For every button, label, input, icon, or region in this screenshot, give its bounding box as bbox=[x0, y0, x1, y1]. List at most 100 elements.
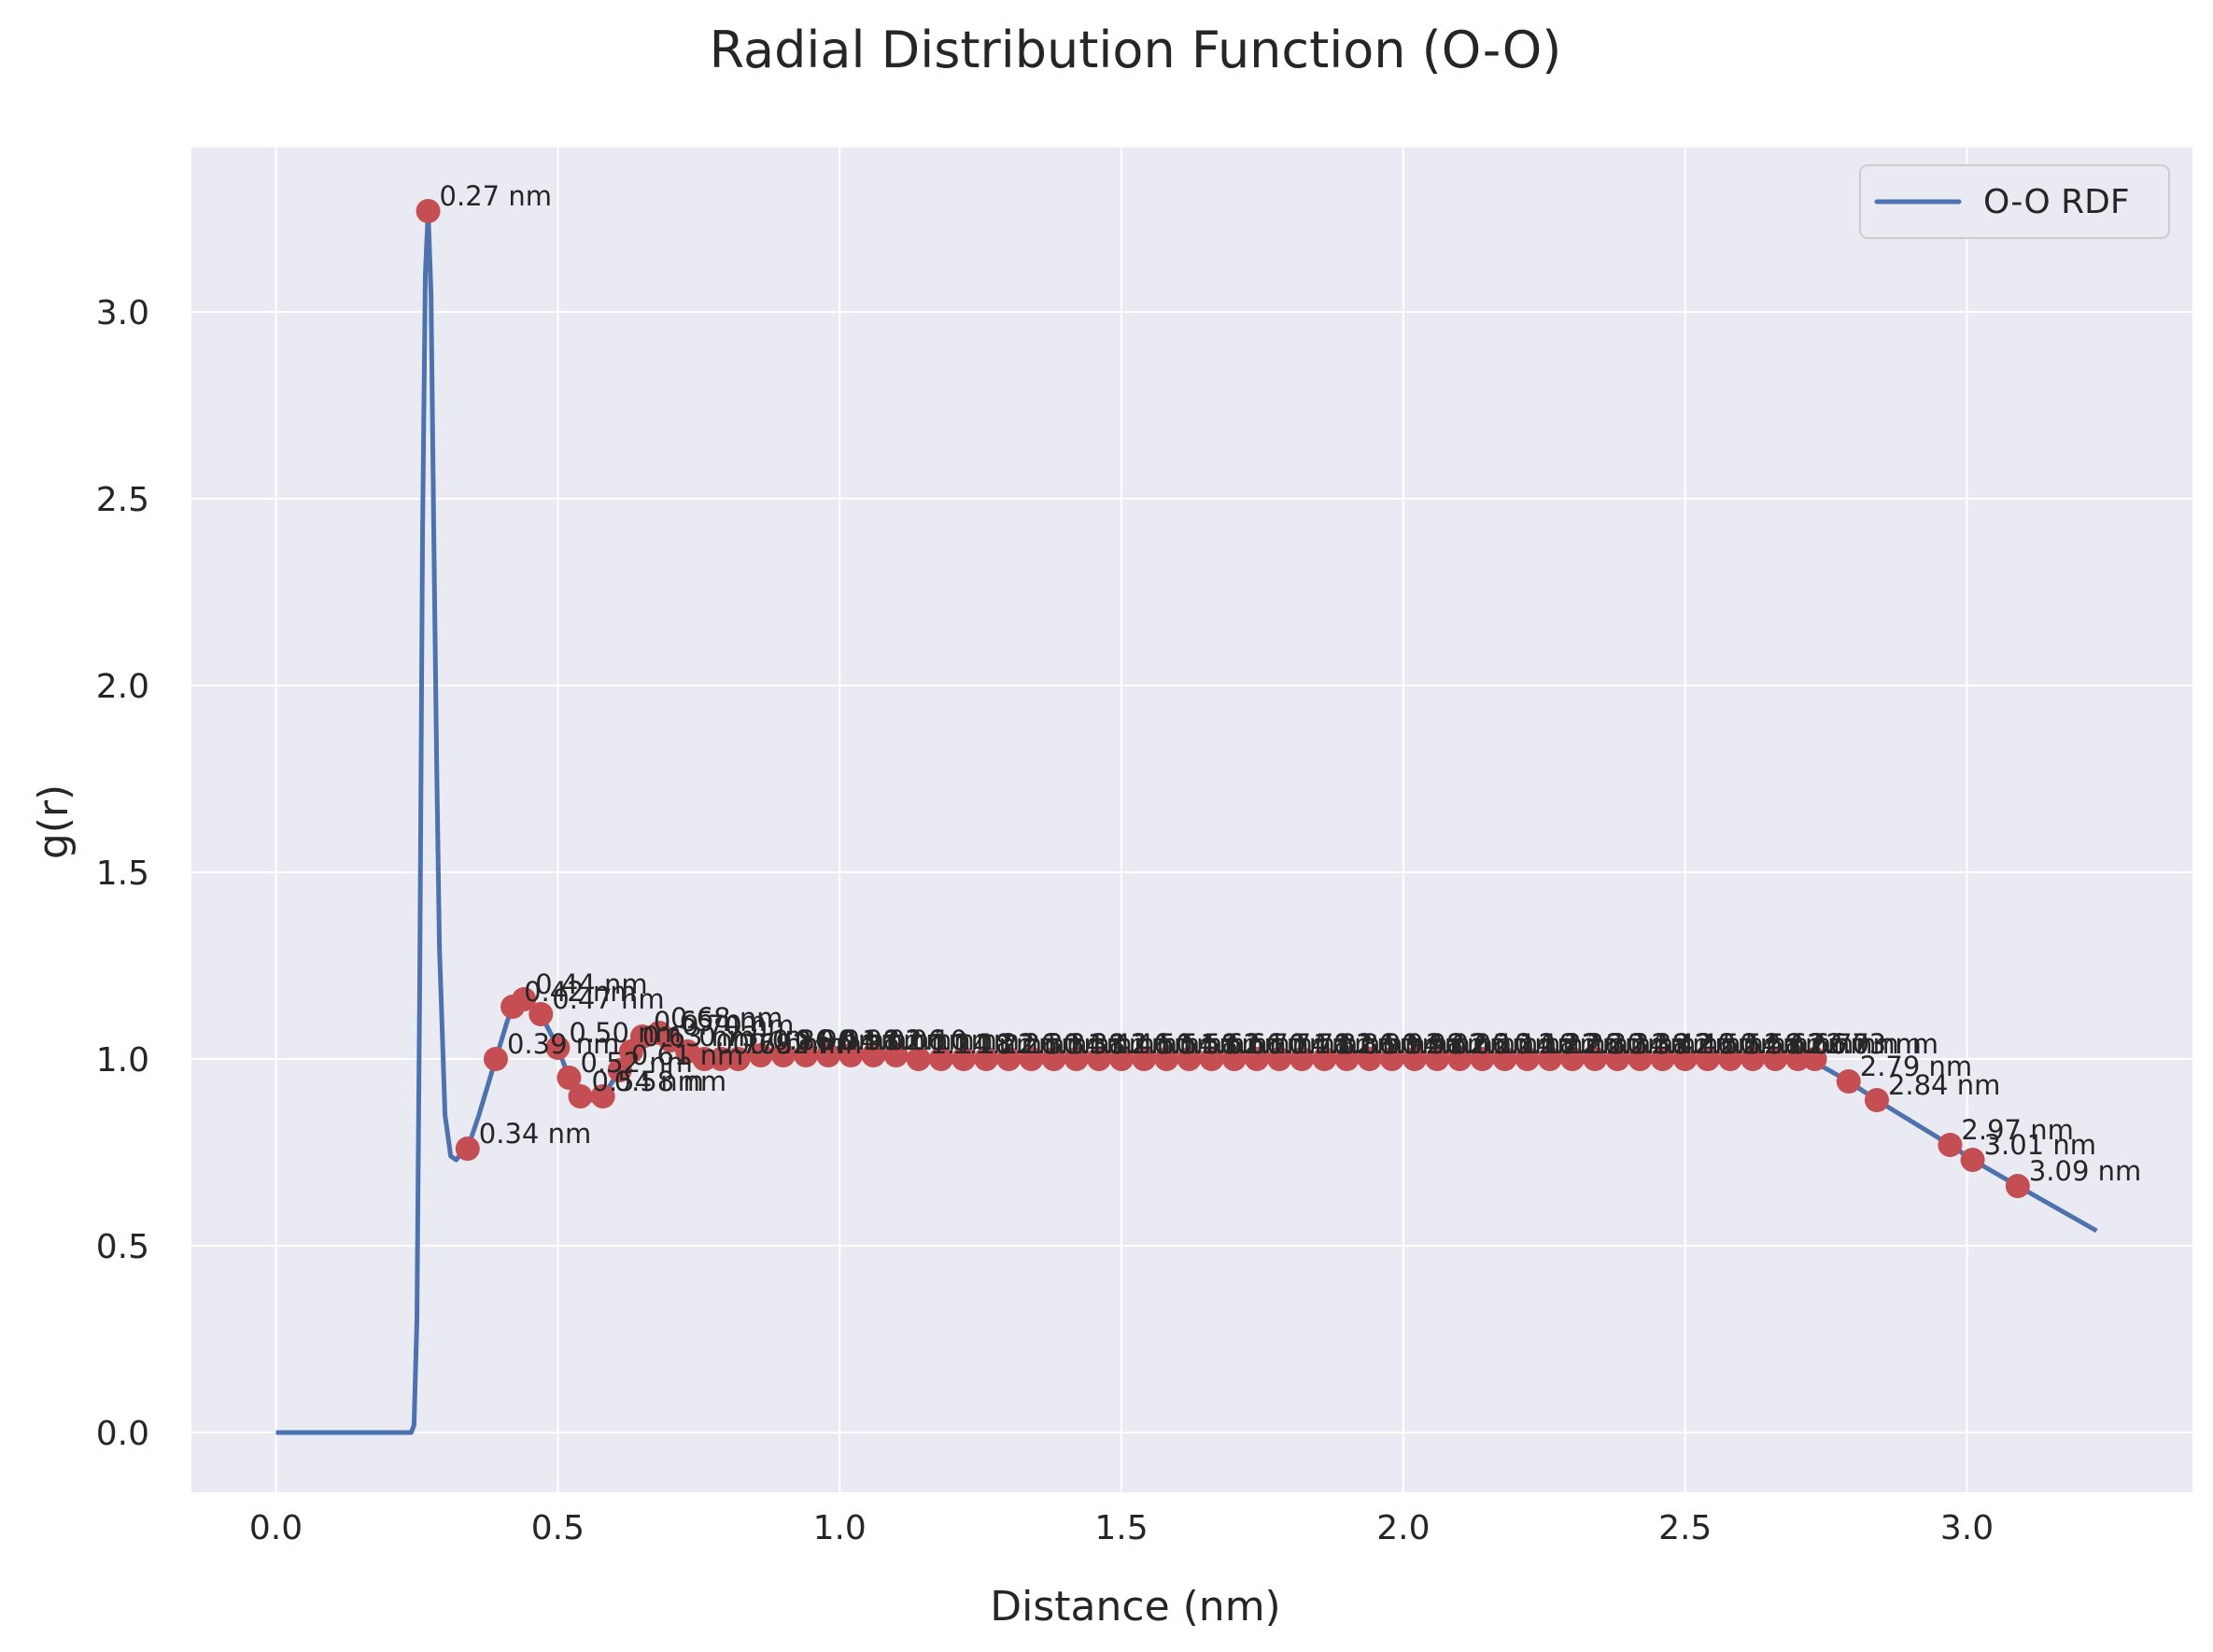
legend-box bbox=[1859, 164, 2170, 239]
peak-annotation: 0.34 nm bbox=[479, 1118, 591, 1150]
peak-marker bbox=[512, 987, 537, 1011]
peak-annotation: 3.01 nm bbox=[1984, 1129, 2096, 1161]
peak-annotation: 1.70 nm bbox=[1246, 1028, 1358, 1060]
peak-marker bbox=[1938, 1133, 1963, 1157]
peak-marker bbox=[529, 1002, 554, 1026]
peak-marker bbox=[1086, 1047, 1111, 1071]
peak-annotation: 0.27 nm bbox=[440, 180, 552, 212]
peak-annotation: 1.66 nm bbox=[1223, 1028, 1335, 1060]
peak-annotation: 0.73 nm bbox=[698, 1021, 810, 1052]
peak-annotation: 2.66 nm bbox=[1786, 1028, 1898, 1060]
peak-marker bbox=[1244, 1047, 1269, 1071]
y-tick-label: 2.0 bbox=[96, 668, 149, 706]
peak-marker bbox=[1290, 1047, 1315, 1071]
peak-marker bbox=[1470, 1047, 1495, 1071]
peak-annotation: 1.62 nm bbox=[1200, 1028, 1312, 1060]
peak-annotation: 1.14 nm bbox=[930, 1028, 1042, 1060]
peak-annotation: 0.63 nm bbox=[642, 1021, 754, 1052]
peak-marker bbox=[1402, 1047, 1427, 1071]
peak-annotation: 1.26 nm bbox=[997, 1028, 1109, 1060]
peak-annotation: 1.50 nm bbox=[1133, 1028, 1245, 1060]
peak-marker bbox=[1379, 1047, 1404, 1071]
peak-marker bbox=[557, 1066, 582, 1090]
peak-annotation: 0.94 nm bbox=[817, 1024, 929, 1056]
peak-annotation: 2.79 nm bbox=[1860, 1051, 1972, 1082]
peak-annotation: 2.38 nm bbox=[1628, 1028, 1741, 1060]
peak-annotation: 2.30 nm bbox=[1584, 1028, 1696, 1060]
peak-marker bbox=[861, 1043, 886, 1067]
peak-annotation: 1.86 nm bbox=[1335, 1028, 1447, 1060]
peak-marker bbox=[951, 1047, 977, 1071]
peak-marker bbox=[483, 1047, 508, 1071]
peak-marker bbox=[590, 1084, 615, 1108]
peak-annotation: 1.06 nm bbox=[884, 1024, 996, 1056]
peak-marker bbox=[1785, 1047, 1811, 1071]
peak-annotation: 2.26 nm bbox=[1561, 1028, 1673, 1060]
peak-annotation: 1.90 nm bbox=[1359, 1028, 1471, 1060]
peak-annotation: 0.68 nm bbox=[670, 1002, 782, 1034]
y-tick-label: 0.5 bbox=[96, 1228, 149, 1266]
peak-annotation: 1.34 nm bbox=[1042, 1028, 1154, 1060]
peak-annotation: 2.54 nm bbox=[1719, 1028, 1831, 1060]
peak-marker bbox=[416, 199, 441, 223]
y-axis-label: g(r) bbox=[30, 784, 78, 859]
peak-annotation: 2.50 nm bbox=[1697, 1028, 1809, 1060]
peak-marker bbox=[1802, 1047, 1827, 1071]
peak-marker bbox=[1221, 1047, 1247, 1071]
peak-marker bbox=[1763, 1047, 1788, 1071]
peak-marker bbox=[1605, 1047, 1630, 1071]
peak-marker bbox=[545, 1036, 571, 1060]
peak-marker bbox=[1041, 1047, 1066, 1071]
peak-marker bbox=[883, 1043, 909, 1067]
peak-marker bbox=[1132, 1047, 1157, 1071]
peak-marker bbox=[1334, 1047, 1360, 1071]
peak-marker bbox=[816, 1043, 841, 1067]
peak-marker bbox=[607, 1058, 632, 1082]
legend: O-O RDF bbox=[1859, 164, 2170, 239]
peak-marker bbox=[1492, 1047, 1517, 1071]
x-tick-label: 0.5 bbox=[531, 1509, 585, 1547]
peak-marker bbox=[748, 1043, 773, 1067]
peak-annotation: 2.02 nm bbox=[1426, 1028, 1538, 1060]
y-tick-label: 0.0 bbox=[96, 1415, 149, 1453]
peak-marker bbox=[996, 1047, 1022, 1071]
peak-annotation: 0.44 nm bbox=[535, 968, 647, 1000]
peak-marker bbox=[1864, 1088, 1889, 1112]
peak-annotation: 0.98 nm bbox=[839, 1024, 951, 1056]
peak-annotation: 2.84 nm bbox=[1888, 1069, 2000, 1101]
peak-annotation: 2.97 nm bbox=[1961, 1114, 2073, 1146]
peak-marker bbox=[1357, 1047, 1382, 1071]
peak-annotation: 1.94 nm bbox=[1381, 1028, 1493, 1060]
peak-annotation: 0.65 nm bbox=[654, 1006, 766, 1038]
peak-annotation: 0.39 nm bbox=[507, 1028, 619, 1060]
plot-area bbox=[191, 148, 2192, 1492]
peak-marker bbox=[1583, 1047, 1608, 1071]
x-tick-label: 3.0 bbox=[1940, 1509, 1994, 1547]
peak-annotation: 0.47 nm bbox=[552, 983, 664, 1015]
peak-marker bbox=[455, 1137, 480, 1161]
peak-annotation: 2.10 nm bbox=[1471, 1028, 1583, 1060]
tick-labels: 0.0 0.5 1.0 1.5 2.0 2.5 3.0 0.0 0.5 1.0 1.5 2.0 2.5 3… bbox=[96, 294, 1994, 1547]
peak-annotation: 2.22 nm bbox=[1539, 1028, 1651, 1060]
peak-marker bbox=[2005, 1174, 2030, 1198]
peak-annotation: 2.18 nm bbox=[1516, 1028, 1628, 1060]
peak-marker bbox=[1650, 1047, 1675, 1071]
x-tick-label: 1.5 bbox=[1094, 1509, 1148, 1547]
peak-marker bbox=[1199, 1047, 1224, 1071]
peak-annotation: 1.18 nm bbox=[952, 1028, 1064, 1060]
y-tick-label: 1.5 bbox=[96, 854, 149, 893]
x-tick-label: 2.0 bbox=[1376, 1509, 1430, 1547]
peak-annotation: 1.74 nm bbox=[1268, 1028, 1380, 1060]
peak-marker bbox=[1672, 1047, 1698, 1071]
peak-annotation: 1.38 nm bbox=[1065, 1028, 1177, 1060]
peak-annotation: 1.58 nm bbox=[1177, 1028, 1290, 1060]
y-tick-label: 2.5 bbox=[96, 481, 149, 519]
peak-annotation: 0.90 nm bbox=[795, 1024, 907, 1056]
peak-annotation: 1.54 nm bbox=[1155, 1028, 1267, 1060]
peak-annotation: 2.06 nm bbox=[1448, 1028, 1560, 1060]
peak-annotation: 2.62 nm bbox=[1764, 1028, 1876, 1060]
peak-annotation: 1.30 nm bbox=[1020, 1028, 1132, 1060]
peak-annotation: 1.22 nm bbox=[975, 1028, 1087, 1060]
peak-annotation: 2.70 nm bbox=[1809, 1028, 1921, 1060]
